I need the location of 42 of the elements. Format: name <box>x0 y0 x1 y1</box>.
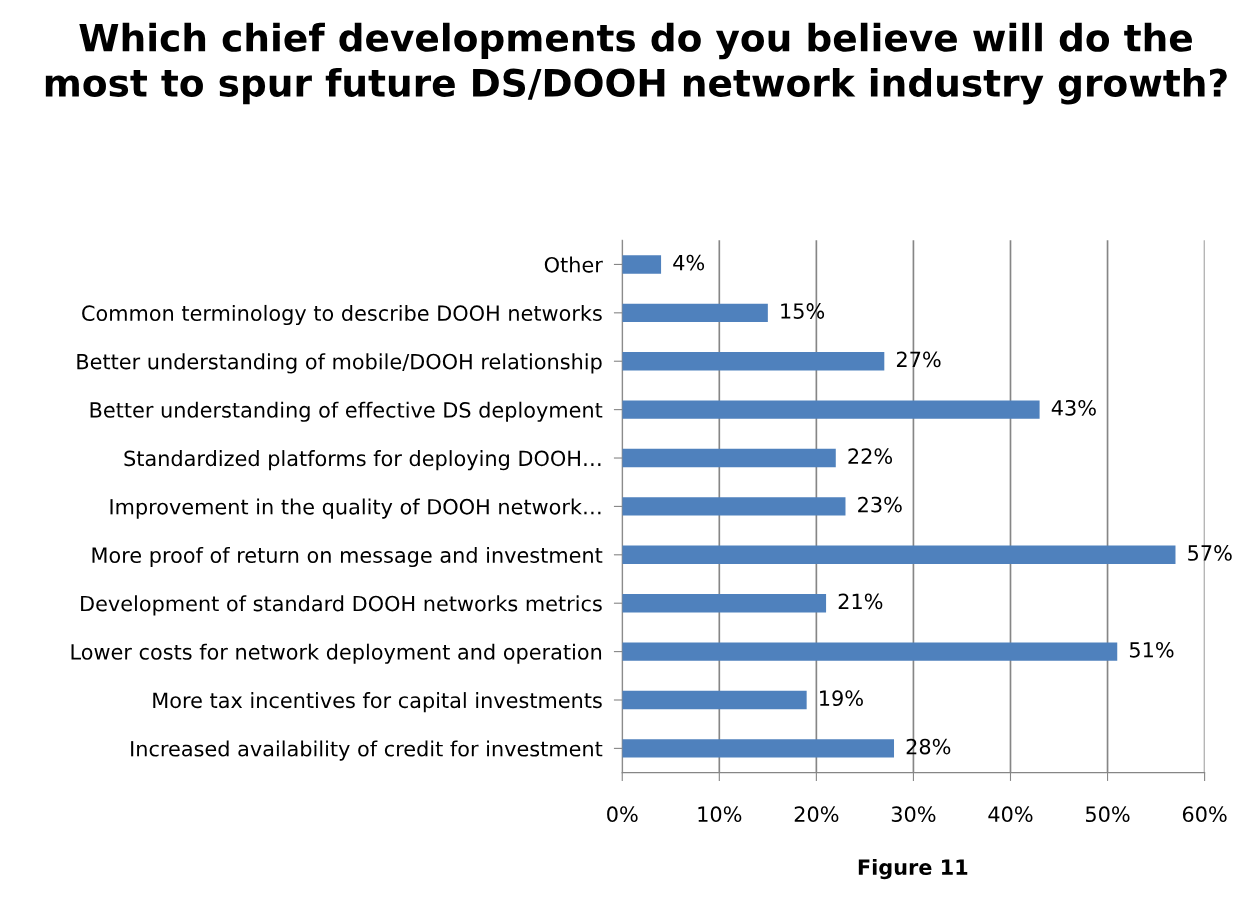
y-tick-label: Lower costs for network deployment and operation <box>71 643 602 664</box>
bar <box>622 352 885 371</box>
data-label: 51% <box>1129 641 1174 658</box>
bar <box>622 594 827 613</box>
bar <box>622 303 768 323</box>
data-label: 27% <box>896 351 941 368</box>
y-tick-label: Improvement in the quality of DOOH network… <box>110 498 601 519</box>
x-tick-label: 30% <box>891 806 936 823</box>
y-tick-label: Increased availability of credit for investment <box>131 740 603 761</box>
x-tick-label: 40% <box>988 806 1033 823</box>
x-tick-label: 10% <box>698 806 742 823</box>
data-label: 4% <box>673 254 705 271</box>
data-label: 19% <box>820 690 863 707</box>
y-tick-label: Common terminology to describe DOOH networks <box>82 304 602 326</box>
data-label: 23% <box>858 496 902 513</box>
x-tick-label: 50% <box>1086 806 1130 823</box>
data-label: 22% <box>848 448 893 465</box>
y-tick-label: Better understanding of effective DS deployment <box>90 401 603 422</box>
data-label: 43% <box>1051 399 1096 416</box>
bar <box>622 497 846 516</box>
bar <box>622 448 836 468</box>
y-tick-label: Development of standard DOOH networks metrics <box>81 595 602 616</box>
bar <box>622 690 807 710</box>
bar <box>622 739 895 758</box>
bar <box>622 255 662 274</box>
y-tick-label: Better understanding of mobile/DOOH relationship <box>77 353 602 374</box>
caption: Figure 11 <box>858 858 968 880</box>
bar <box>622 545 1176 565</box>
y-tick-label: More tax incentives for capital investments <box>153 692 602 713</box>
data-label: 28% <box>906 738 951 755</box>
y-tick-label: More proof of return on message and investment <box>92 546 603 568</box>
x-tick-label: 0% <box>607 806 638 823</box>
chart-title: Which chief developments do you believe will do the most to spur future DS/DOOH network industry growth? <box>45 22 1227 105</box>
y-tick-label: Standardized platforms for deploying DOOH… <box>124 450 601 471</box>
x-tick-label: 20% <box>794 806 839 823</box>
data-label: 21% <box>838 593 883 610</box>
bar <box>622 400 1040 419</box>
data-label: 57% <box>1188 545 1232 561</box>
bar <box>622 642 1118 661</box>
y-tick-label: Other <box>544 256 603 273</box>
data-label: 15% <box>781 303 825 319</box>
x-tick-label: 60% <box>1182 806 1227 823</box>
